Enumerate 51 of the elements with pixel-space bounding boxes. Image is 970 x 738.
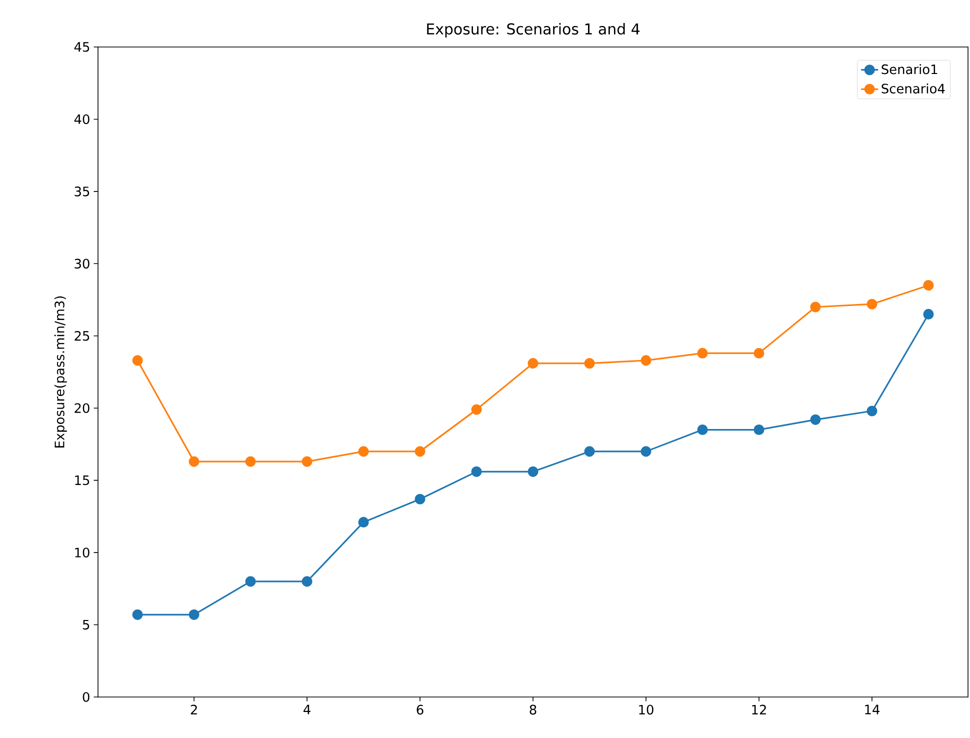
- y-tick-label: 10: [75, 548, 90, 558]
- point: [245, 576, 256, 587]
- point: [754, 348, 764, 358]
- point: [923, 308, 934, 320]
- point: [302, 456, 312, 467]
- point: [188, 456, 200, 467]
- y-tick-label: 45: [74, 42, 90, 52]
- y-tick-label: 0: [82, 692, 90, 702]
- point: [584, 446, 595, 457]
- chart-title: Exposure: Scenarios 1 and 4: [427, 23, 640, 38]
- y-tick-label: 25: [74, 330, 90, 341]
- point: [302, 576, 312, 587]
- x-tick-label: 6: [416, 704, 424, 715]
- y-tick-label: 40: [74, 114, 90, 124]
- point: [754, 424, 764, 436]
- point: [923, 280, 934, 291]
- point: [810, 302, 821, 312]
- legend-label: Scenario4: [882, 83, 945, 94]
- point: [358, 446, 369, 457]
- x-tick-label: 12: [752, 704, 766, 714]
- y-tick-label: 15: [75, 476, 90, 486]
- point: [866, 406, 878, 416]
- point: [528, 358, 538, 369]
- point: [528, 466, 538, 477]
- y-tick-label: 30: [74, 258, 90, 269]
- y-tick-label: 20: [74, 403, 90, 414]
- point: [866, 298, 878, 310]
- point: [414, 446, 426, 457]
- point: [414, 494, 426, 504]
- point: [640, 446, 652, 457]
- y-axis-title: Exposure(pass.min/m3): [54, 296, 67, 448]
- x-tick-label: 8: [530, 704, 536, 715]
- point: [471, 404, 482, 415]
- x-tick-label: 14: [865, 704, 880, 714]
- point: [697, 348, 708, 358]
- x-tick-label: 4: [304, 704, 310, 714]
- point: [245, 456, 256, 467]
- legend-label: Senario1: [882, 64, 938, 74]
- point: [697, 424, 708, 436]
- x-tick-label: 2: [190, 704, 197, 714]
- y-tick-label: 5: [82, 620, 90, 630]
- point: [132, 355, 143, 366]
- point: [584, 358, 595, 369]
- x-tick-label: 10: [639, 704, 654, 715]
- point: [358, 516, 369, 528]
- point: [132, 609, 143, 620]
- point: [640, 355, 652, 366]
- point: [810, 414, 821, 425]
- y-tick-label: 35: [74, 186, 90, 196]
- point: [471, 466, 482, 477]
- point: [188, 609, 200, 620]
